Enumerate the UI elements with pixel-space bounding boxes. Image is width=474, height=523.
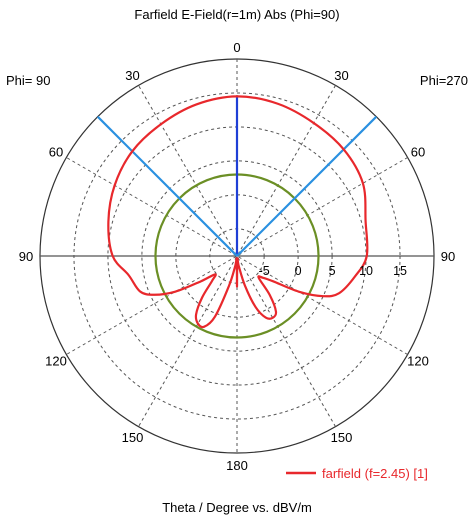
- angle-tick-label: 150: [331, 430, 353, 445]
- angle-tick-label: 90: [441, 249, 455, 264]
- angle-tick-label: 120: [45, 354, 67, 369]
- angle-tick-label: 60: [49, 145, 63, 160]
- series-layer: [96, 95, 378, 339]
- radial-tick-label: 5: [329, 264, 336, 278]
- farfield-series-line: [107, 95, 369, 329]
- angle-tick-label: 180: [226, 458, 248, 473]
- radial-tick-label: -5: [259, 264, 270, 278]
- angle-tick-label: 0: [233, 40, 240, 55]
- label-layer: 0 30 30 60 60 90 90 120 120 150 150 180 -5 0 5 10 15: [19, 40, 455, 473]
- phi-left-label: Phi= 90: [6, 73, 50, 88]
- phi-right-label: Phi=270: [420, 73, 468, 88]
- chart-title: Farfield E-Field(r=1m) Abs (Phi=90): [134, 7, 339, 22]
- angle-tick-label: 150: [122, 430, 144, 445]
- angle-tick-label: 30: [125, 68, 139, 83]
- angle-tick-label: 120: [407, 354, 429, 369]
- angle-tick-label: 90: [19, 249, 33, 264]
- radial-tick-label: 0: [295, 264, 302, 278]
- reference-line: [96, 115, 238, 257]
- legend: farfield (f=2.45) [1]: [286, 466, 428, 481]
- radial-tick-label: 10: [359, 264, 373, 278]
- angle-tick-label: 60: [411, 145, 425, 160]
- x-axis-label: Theta / Degree vs. dBV/m: [162, 500, 312, 515]
- reference-line: [236, 115, 378, 257]
- angle-tick-label: 30: [334, 68, 348, 83]
- legend-label: farfield (f=2.45) [1]: [322, 466, 428, 481]
- radial-tick-label: 15: [393, 264, 407, 278]
